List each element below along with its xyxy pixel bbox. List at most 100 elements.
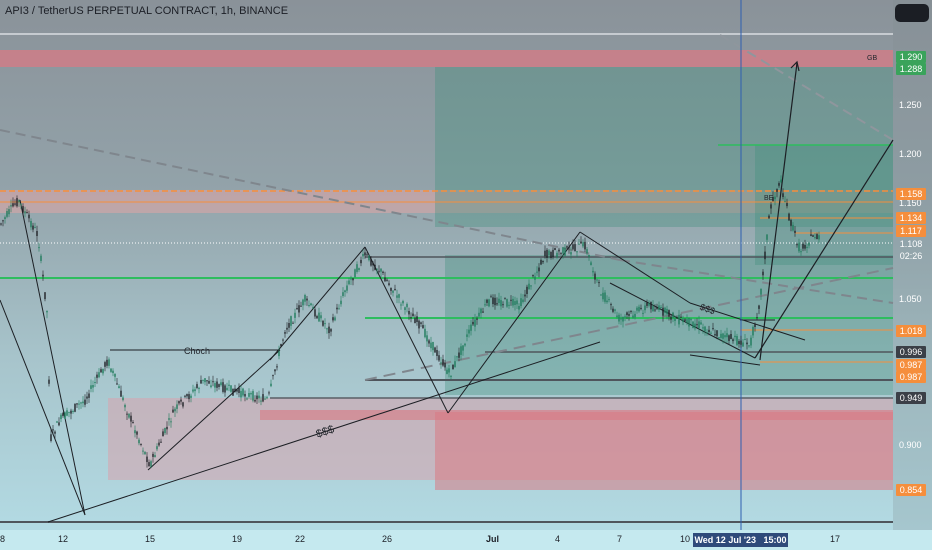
candle-body xyxy=(396,295,398,298)
crosshair-time-label: Wed 12 Jul '23 15:00 xyxy=(693,533,788,547)
candle-body xyxy=(296,308,298,310)
candle-body xyxy=(8,209,10,215)
candle-body xyxy=(542,261,544,263)
candle-body xyxy=(268,392,270,394)
candle-body xyxy=(516,300,518,305)
candle-body xyxy=(86,396,88,399)
candle-body xyxy=(726,333,728,338)
candle-body xyxy=(648,303,650,306)
price-tag: 0.854 xyxy=(896,484,926,496)
candle-body xyxy=(402,301,404,304)
price-tag: 0.987 xyxy=(896,359,926,371)
candle-body xyxy=(400,304,402,306)
candle-body xyxy=(292,322,294,324)
candle-body xyxy=(240,390,242,398)
candle-body xyxy=(434,347,436,353)
candle-body xyxy=(784,201,786,203)
candle-body xyxy=(688,317,690,327)
candle-body xyxy=(494,297,496,306)
candle-body xyxy=(458,352,460,358)
candle-body xyxy=(204,378,206,383)
candle-body xyxy=(544,250,546,257)
candle-body xyxy=(800,251,802,253)
candle-body xyxy=(626,312,628,315)
candle-body xyxy=(550,252,552,258)
choch-label: Choch xyxy=(184,346,211,356)
candle-body xyxy=(324,323,326,325)
candle-body xyxy=(316,316,318,319)
candle-body xyxy=(394,288,396,291)
candle-body xyxy=(34,227,36,229)
time-axis xyxy=(0,530,932,550)
candle-body xyxy=(672,312,674,318)
candle-body xyxy=(480,308,482,314)
candle-body xyxy=(422,325,424,329)
candle-body xyxy=(670,316,672,320)
candle-body xyxy=(756,317,758,319)
candle-body xyxy=(138,439,140,444)
candle-body xyxy=(294,312,296,318)
candle-body xyxy=(50,434,52,441)
candle-body xyxy=(172,409,174,413)
candle-body xyxy=(432,342,434,351)
candle-body xyxy=(70,410,72,414)
candle-body xyxy=(378,270,380,272)
candle-body xyxy=(122,397,124,401)
candle-body xyxy=(698,321,700,329)
candle-body xyxy=(414,318,416,323)
candle-body xyxy=(526,286,528,294)
candle-body xyxy=(298,305,300,313)
candle-body xyxy=(742,342,744,347)
levels xyxy=(0,33,893,523)
candle-body xyxy=(170,421,172,423)
candle-body xyxy=(130,415,132,422)
candle-body xyxy=(476,318,478,320)
candle-body xyxy=(72,411,74,412)
candle-body xyxy=(184,395,186,397)
candle-body xyxy=(410,317,412,319)
candle-body xyxy=(280,344,282,347)
candle-body xyxy=(256,395,258,400)
candle-body xyxy=(616,315,618,318)
x-tick-label: 12 xyxy=(58,534,69,544)
candle-body xyxy=(30,221,32,228)
candle-body xyxy=(58,422,60,426)
candle-body xyxy=(536,271,538,273)
candle-body xyxy=(674,318,676,321)
candle-body xyxy=(700,322,702,325)
candle-body xyxy=(438,355,440,361)
candle-body xyxy=(772,197,774,202)
candle-body xyxy=(724,335,726,338)
candle-body xyxy=(468,329,470,334)
candle-body xyxy=(692,321,694,328)
candle-body xyxy=(88,393,90,398)
candle-body xyxy=(740,340,742,345)
x-tick-label: 7 xyxy=(617,534,623,544)
candle-body xyxy=(216,381,218,388)
y-tick-label: 1.150 xyxy=(899,198,922,208)
candle-body xyxy=(430,342,432,349)
candle-body xyxy=(284,332,286,334)
x-tick-label: 15 xyxy=(145,534,156,544)
price-tag: 1.158 xyxy=(896,188,926,200)
candle-body xyxy=(198,387,200,389)
candle-body xyxy=(676,317,678,319)
price-tag: 1.134 xyxy=(896,212,926,224)
candle-body xyxy=(444,363,446,368)
candle-body xyxy=(100,369,102,373)
candle-body xyxy=(16,198,18,207)
candle-body xyxy=(818,235,820,240)
candle-body xyxy=(358,268,360,270)
candle-body xyxy=(278,351,280,357)
candle-body xyxy=(584,241,586,250)
candle-body xyxy=(684,319,686,321)
candle-body xyxy=(360,259,362,264)
candle-body xyxy=(212,381,214,383)
x-tick-label: 4 xyxy=(555,534,561,544)
candle-body xyxy=(332,317,334,321)
menu-button[interactable] xyxy=(895,4,929,22)
candle-body xyxy=(472,321,474,325)
candle-body xyxy=(362,254,364,257)
candle-body xyxy=(582,242,584,247)
